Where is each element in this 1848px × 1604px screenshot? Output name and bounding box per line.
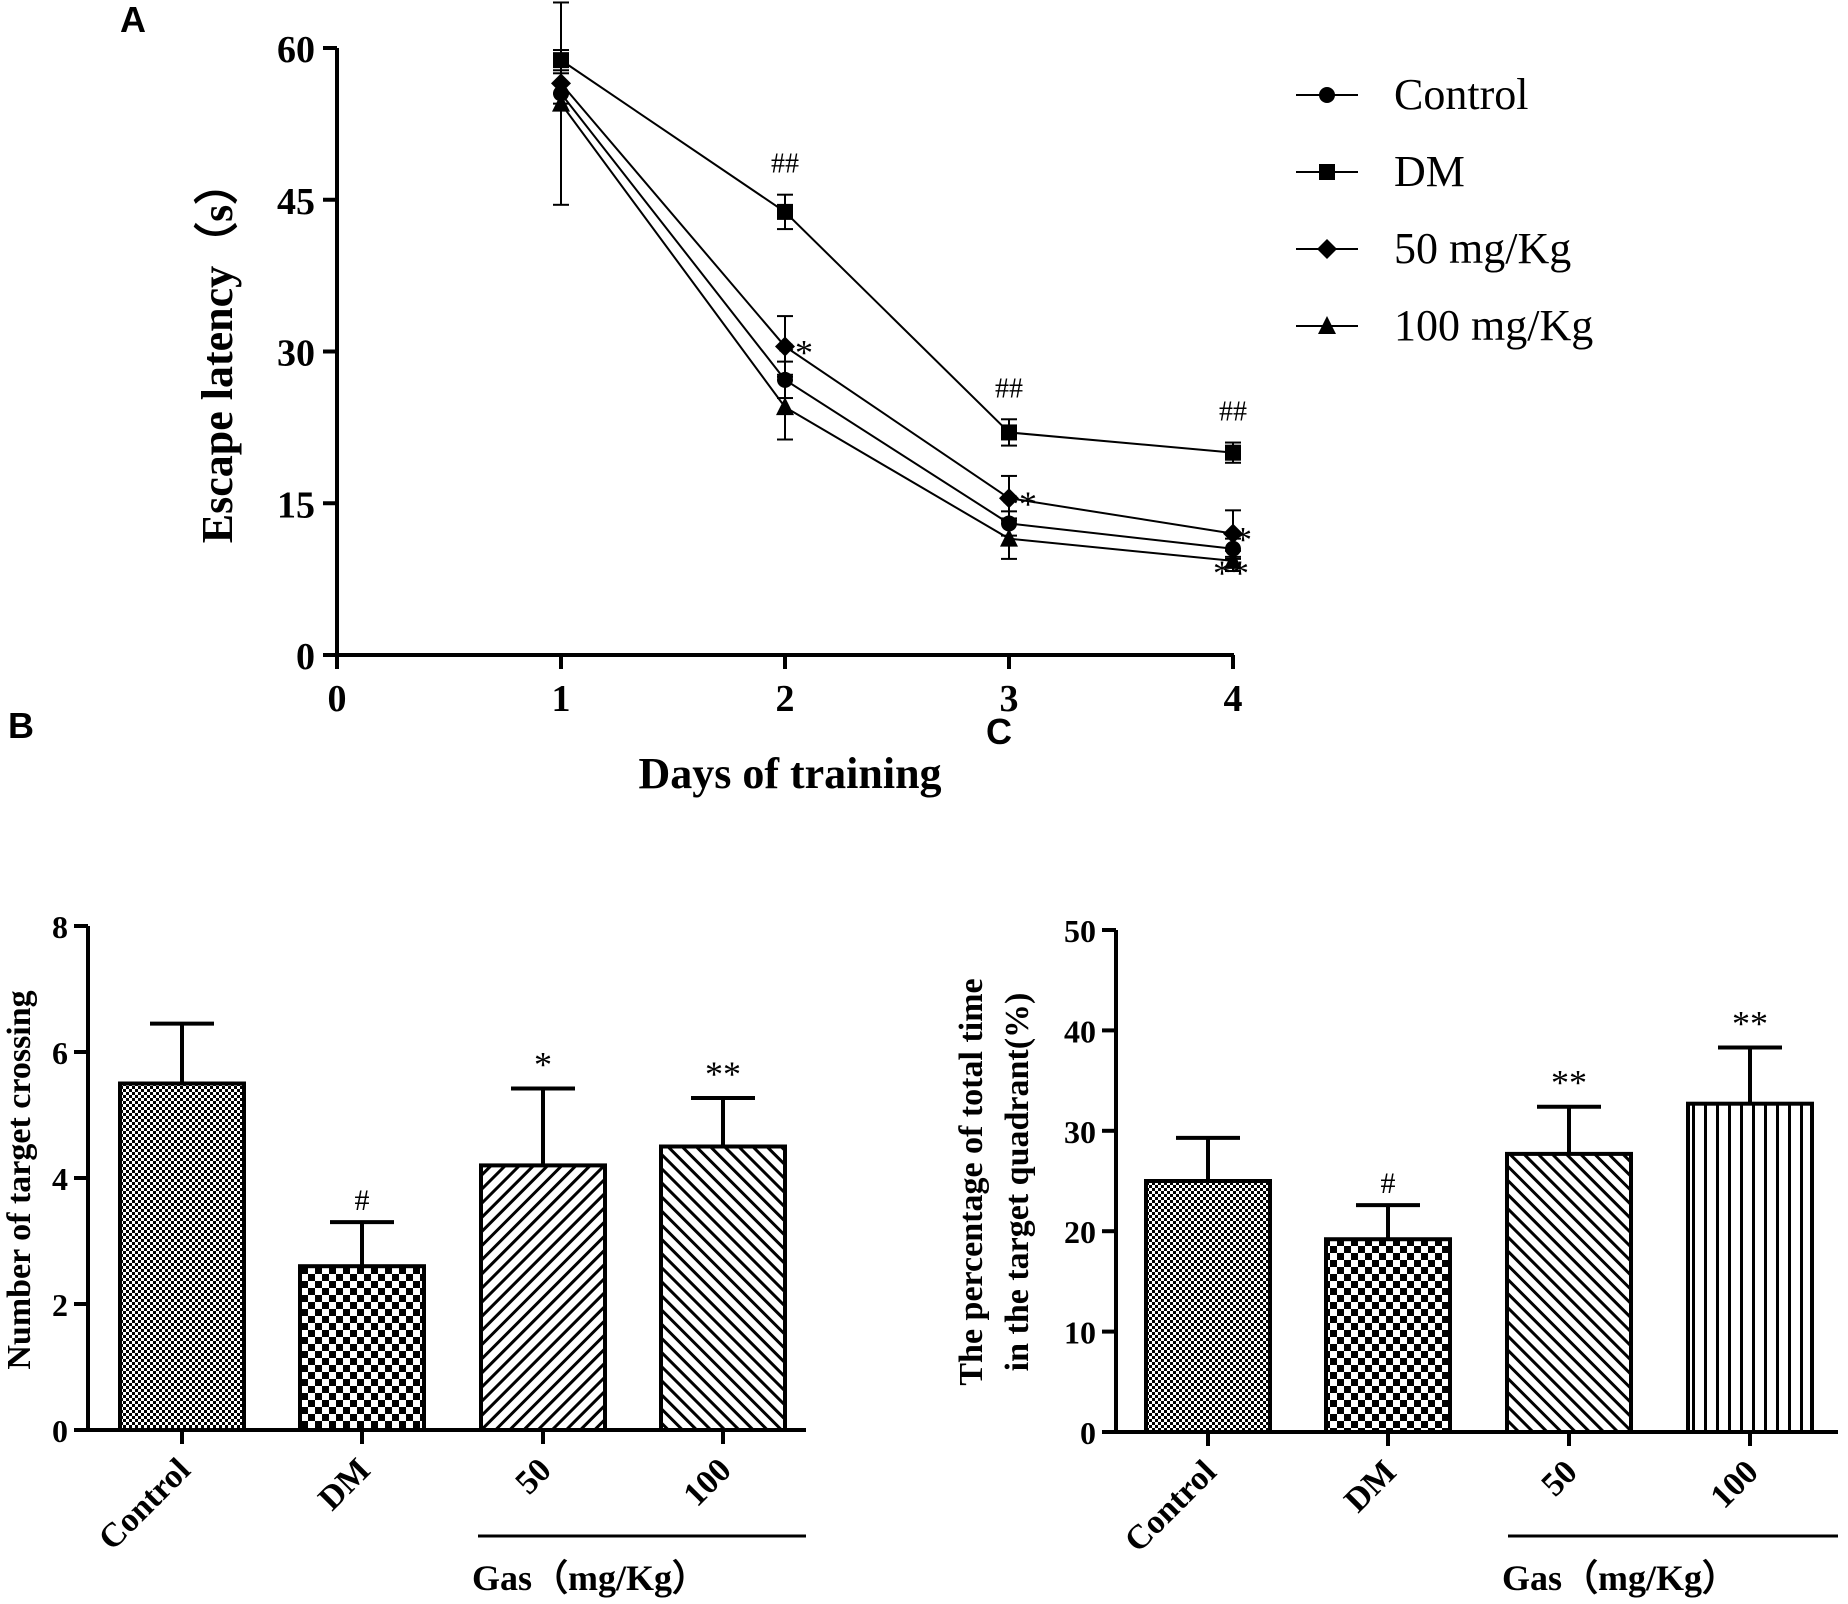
a-x-tick-label: 1 — [552, 678, 571, 720]
c-x-tick-label: 50 — [1534, 1453, 1584, 1503]
b-x-tick-label: 50 — [508, 1451, 558, 1501]
c-y-tick-label: 30 — [1064, 1114, 1096, 1150]
c-significance-label: ** — [1551, 1063, 1587, 1103]
c-significance-label: # — [1381, 1167, 1396, 1200]
panel-c-bar-chart: 0 10 20 30 40 50 Control DM #50 ** 100 ** Gas（mg/Kg… — [953, 913, 1838, 1598]
a-data-point — [1225, 444, 1241, 461]
c-x-tick-label: 100 — [1703, 1453, 1765, 1515]
a-data-point — [1000, 528, 1018, 547]
b-bar — [298, 1264, 426, 1432]
a-y-axis-label: Escape latency（s） — [193, 161, 242, 544]
a-series-line — [560, 82, 1234, 535]
a-y-tick-label: 60 — [277, 29, 315, 71]
a-legend-marker — [1319, 87, 1335, 103]
c-x-tick-label: DM — [1337, 1453, 1403, 1519]
b-significance-label: ** — [705, 1054, 741, 1094]
a-data-point — [777, 203, 793, 220]
a-data-point — [1001, 424, 1017, 441]
c-y-axis-label-line2: in the target quadrant(%) — [999, 993, 1036, 1372]
c-group-label: Gas（mg/Kg） — [1502, 1558, 1738, 1598]
a-y-tick-label: 0 — [296, 636, 315, 678]
a-x-tick-label: 3 — [1000, 678, 1019, 720]
b-y-tick-label: 0 — [52, 1413, 68, 1449]
c-bar — [1505, 1151, 1633, 1434]
b-y-tick-label: 4 — [52, 1161, 68, 1197]
b-x-tick-label: Control — [92, 1451, 198, 1557]
b-x-tick-label: DM — [311, 1451, 377, 1517]
a-y-tick-label: 15 — [277, 484, 315, 526]
a-data-point — [552, 93, 570, 112]
c-bar — [1686, 1101, 1814, 1435]
a-legend-marker — [1319, 164, 1335, 180]
b-y-tick-label: 8 — [52, 909, 68, 945]
a-legend-marker — [1318, 316, 1336, 334]
a-series-line — [560, 92, 1234, 550]
a-legend-label: 100 mg/Kg — [1394, 301, 1593, 350]
a-data-point — [775, 336, 795, 357]
b-x-tick-label: 100 — [676, 1451, 738, 1513]
a-significance-label: ## — [1219, 397, 1247, 428]
a-significance-label: * — [1234, 520, 1252, 560]
a-data-point — [1223, 523, 1243, 544]
b-bar — [118, 1081, 246, 1432]
a-x-tick-label: 0 — [328, 678, 347, 720]
b-significance-label: * — [534, 1045, 552, 1085]
panel-label-a: A — [120, 0, 146, 40]
a-significance-label: ** — [1213, 553, 1249, 593]
c-y-tick-label: 0 — [1080, 1415, 1096, 1451]
a-series-line — [560, 59, 1234, 454]
a-significance-label: ** — [777, 332, 813, 372]
a-y-tick-label: 45 — [277, 181, 315, 223]
b-group-label: Gas（mg/Kg） — [472, 1558, 708, 1598]
b-y-tick-label: 6 — [52, 1035, 68, 1071]
a-data-point — [1224, 550, 1242, 569]
c-y-axis-label-line1: The percentage of total time — [953, 978, 990, 1385]
b-y-axis-label: Number of target crossing — [1, 990, 38, 1369]
c-y-tick-label: 10 — [1064, 1315, 1096, 1351]
a-data-point — [776, 397, 794, 416]
a-x-tick-label: 4 — [1224, 678, 1243, 720]
a-legend-label: Control — [1394, 70, 1528, 119]
c-y-tick-label: 20 — [1064, 1214, 1096, 1250]
panel-label-b: B — [8, 705, 34, 746]
a-x-axis-label: Days of training — [638, 749, 941, 798]
a-data-point — [999, 488, 1019, 509]
c-y-tick-label: 50 — [1064, 913, 1096, 949]
a-legend-label: DM — [1394, 147, 1465, 196]
b-bar — [659, 1144, 787, 1432]
a-legend-label: 50 mg/Kg — [1394, 224, 1571, 273]
a-significance-label: ## — [771, 149, 799, 180]
c-x-tick-label: Control — [1118, 1453, 1224, 1559]
c-bar — [1144, 1179, 1272, 1434]
b-significance-label: # — [355, 1184, 370, 1217]
b-bar — [479, 1163, 607, 1433]
a-y-tick-label: 30 — [277, 333, 315, 375]
c-bar — [1324, 1237, 1452, 1435]
a-significance-label: ## — [995, 373, 1023, 404]
panel-label-c: C — [986, 711, 1012, 752]
c-y-tick-label: 40 — [1064, 1013, 1096, 1049]
panel-b-bar-chart: 0 2 4 6 8 Control DM #50 * 100 ** Gas（mg/Kg） Numbe… — [1, 909, 806, 1598]
a-legend-marker — [1317, 239, 1337, 259]
c-significance-label: ** — [1732, 1003, 1768, 1043]
b-y-tick-label: 2 — [52, 1287, 68, 1323]
a-series-line — [560, 103, 1234, 562]
a-x-tick-label: 2 — [776, 678, 795, 720]
